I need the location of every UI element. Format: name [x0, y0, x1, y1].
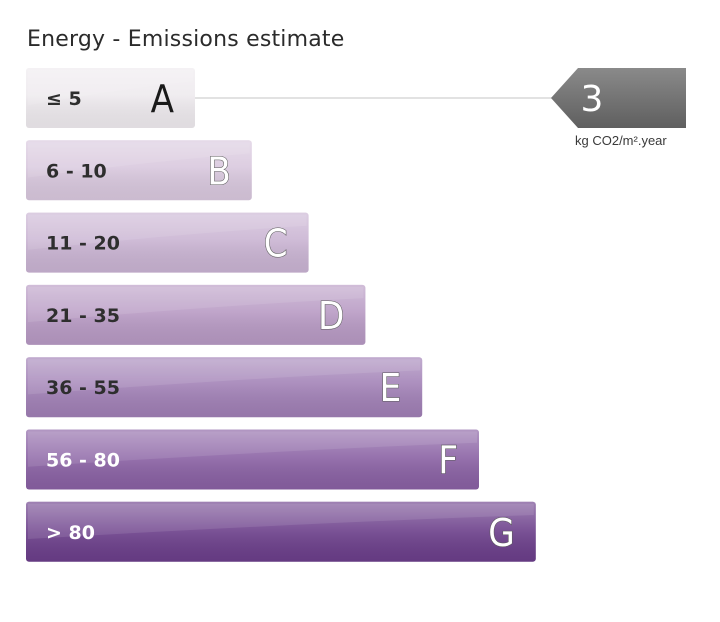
class-letter-d: D [318, 294, 344, 338]
class-letter-b: B [207, 149, 230, 193]
rating-row-a: ≤ 5 A [26, 68, 195, 128]
value-indicator-number: 3 [581, 79, 604, 120]
rating-row-c: 11 - 20 C [26, 213, 309, 273]
range-label-a: ≤ 5 [46, 88, 82, 110]
rating-row-g: > 80 G [26, 502, 536, 562]
value-indicator: 3 [195, 68, 686, 128]
class-letter-f: F [438, 439, 458, 483]
range-label-g: > 80 [46, 522, 95, 544]
unit-label: kg CO2/m².year [575, 133, 667, 148]
value-indicator-tag [551, 68, 686, 128]
range-label-f: 56 - 80 [46, 450, 120, 472]
rating-row-b: 6 - 10 B [26, 140, 252, 200]
range-label-c: 11 - 20 [46, 233, 120, 255]
rating-row-d: 21 - 35 D [26, 285, 365, 345]
range-label-e: 36 - 55 [46, 377, 120, 399]
class-letter-c: C [264, 222, 288, 266]
class-letter-e: E [380, 366, 402, 410]
range-label-b: 6 - 10 [46, 160, 107, 182]
class-letter-a: A [151, 77, 175, 121]
rating-bars: ≤ 5 A 6 - 10 B 11 - 20 C 21 - 35 D 36 - 55 E 56 - … [26, 68, 536, 562]
range-label-d: 21 - 35 [46, 305, 120, 327]
rating-row-f: 56 - 80 F [26, 430, 479, 490]
class-letter-g: G [488, 511, 515, 555]
rating-row-e: 36 - 55 E [26, 357, 422, 417]
